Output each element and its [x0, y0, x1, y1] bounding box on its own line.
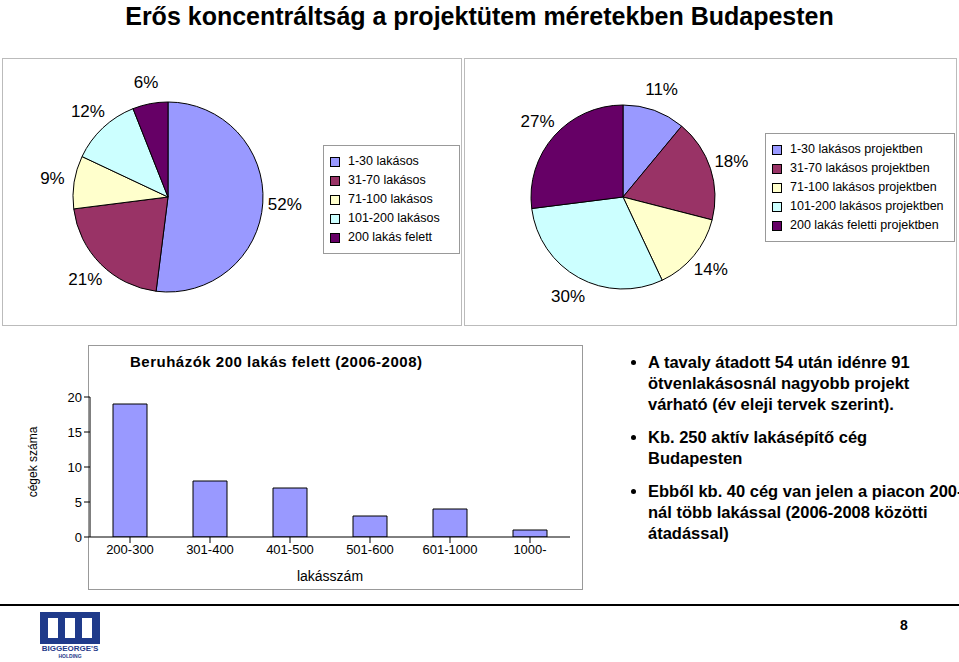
svg-text:lakásszám: lakásszám [297, 568, 363, 584]
svg-text:10: 10 [68, 460, 82, 475]
html-text:A tavaly átadott 54 után idénr: A tavaly átadott 54 után idénre 91 ötven… [648, 353, 910, 413]
svg-text:501-600: 501-600 [346, 542, 394, 557]
svg-text:1000-: 1000- [513, 542, 546, 557]
svg-text:14%: 14% [694, 260, 728, 279]
svg-text:18%: 18% [714, 152, 748, 171]
html-text:BIGGEORGE'S: BIGGEORGE'S [41, 644, 99, 653]
html-text:200 lakás feletti projektben: 200 lakás feletti projektben [790, 218, 939, 232]
svg-text:21%: 21% [68, 270, 102, 289]
html-text:31-70 lakásos projektben: 31-70 lakásos projektben [790, 161, 930, 175]
html-text:71-100 lakásos projektben: 71-100 lakásos projektben [790, 180, 937, 194]
html-text:Erős koncentráltság a projektü: Erős koncentráltság a projektütem mérete… [125, 2, 834, 30]
svg-text:301-400: 301-400 [186, 542, 234, 557]
svg-text:15: 15 [68, 425, 82, 440]
svg-text:52%: 52% [268, 195, 302, 214]
html-text:HOLDING: HOLDING [58, 653, 82, 659]
html-text:71-100 lakásos: 71-100 lakásos [348, 192, 433, 206]
svg-text:200-300: 200-300 [106, 542, 154, 557]
html-text:Beruházók 200 lakás felett (20: Beruházók 200 lakás felett (2006-2008) [130, 353, 423, 370]
svg-text:0: 0 [75, 530, 82, 545]
svg-text:30%: 30% [551, 287, 585, 306]
svg-text:12%: 12% [71, 102, 105, 121]
html-text:101-200 lakásos projektben: 101-200 lakásos projektben [790, 199, 944, 213]
svg-text:401-500: 401-500 [266, 542, 314, 557]
html-text:200 lakás felett: 200 lakás felett [348, 230, 433, 244]
html-text:cégek száma: cégek száma [26, 426, 40, 498]
html-text:31-70 lakásos: 31-70 lakásos [348, 173, 426, 187]
html-text:101-200 lakásos: 101-200 lakásos [348, 211, 440, 225]
html-text:8: 8 [900, 617, 908, 633]
svg-text:27%: 27% [520, 112, 554, 131]
svg-text:9%: 9% [40, 169, 65, 188]
svg-text:601-1000: 601-1000 [423, 542, 478, 557]
html-text:1-30 lakásos projektben: 1-30 lakásos projektben [790, 142, 923, 156]
svg-text:11%: 11% [645, 80, 678, 99]
svg-text:6%: 6% [134, 73, 159, 92]
svg-text:20: 20 [68, 390, 82, 405]
html-text:1-30 lakásos: 1-30 lakásos [348, 154, 419, 168]
html-text:Kb. 250 aktív lakásépítő cég B: Kb. 250 aktív lakásépítő cég Budapesten [648, 428, 868, 467]
svg-text:5: 5 [75, 495, 82, 510]
